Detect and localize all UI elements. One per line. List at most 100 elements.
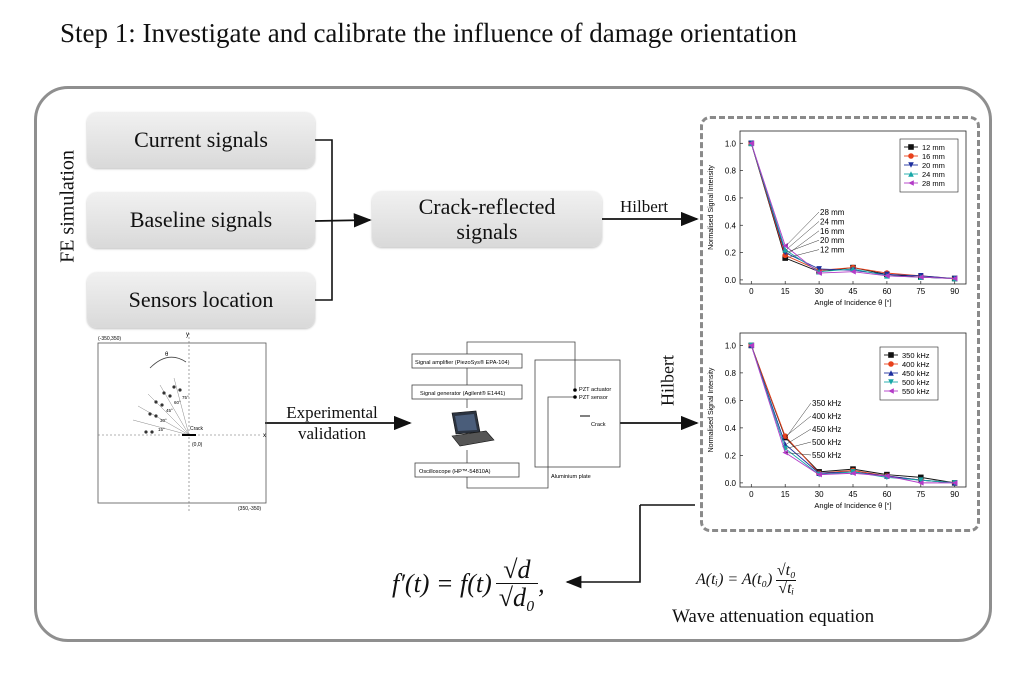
annotation-leader	[785, 230, 820, 256]
legend-label: 20 mm	[922, 161, 945, 170]
annotation-label: 12 mm	[820, 246, 845, 255]
annotation-leader	[785, 452, 812, 456]
data-point	[748, 140, 755, 147]
workflow-frame	[34, 86, 992, 642]
legend-label: 500 kHz	[902, 378, 930, 387]
amplifier-label: Signal amplifier (PiezoSys® EPA-104)	[415, 359, 510, 366]
data-point	[748, 342, 755, 349]
atten-eq-fraction: √t₀ √tᵢ	[776, 562, 797, 598]
annotation-label: 450 kHz	[812, 425, 841, 434]
legend-marker	[888, 370, 894, 376]
x-axis-label: x	[263, 433, 266, 439]
atten-eq-lhs: A(tᵢ) = A(t₀)	[696, 571, 773, 589]
x-tick-label: 45	[849, 287, 858, 296]
x-axis-title: Angle of Incidence θ [°]	[814, 298, 891, 307]
sensor-dot	[168, 394, 172, 398]
series-28-mm	[748, 140, 958, 282]
legend-label: 400 kHz	[902, 360, 930, 369]
annotation-label: 400 kHz	[812, 412, 841, 421]
annotation-leader	[785, 428, 812, 445]
annotation-label: 24 mm	[820, 217, 845, 226]
crack-reflected-line2: signals	[456, 219, 518, 244]
corner-top-left-label: (-350,350)	[98, 336, 121, 342]
x-tick-label: 30	[815, 287, 824, 296]
data-point	[782, 449, 788, 456]
oscilloscope-label: Oscilloscope (HP™-54810A)	[419, 469, 491, 475]
annotation-leader	[785, 441, 812, 449]
sensor-dot	[150, 430, 154, 434]
x-axis-title: Angle of Incidence θ [°]	[814, 501, 891, 510]
equation-arrow	[565, 505, 641, 589]
data-point	[884, 273, 890, 279]
results-frame	[700, 116, 980, 532]
annotation-label: 20 mm	[820, 236, 845, 245]
legend-label: 16 mm	[922, 152, 945, 161]
data-point	[918, 477, 924, 483]
data-point	[951, 275, 958, 282]
legend-marker	[888, 352, 894, 358]
annotation-leader	[785, 402, 812, 438]
y-axis-label: y	[186, 332, 189, 338]
x-tick-label: 75	[916, 287, 925, 296]
x-tick-label: 15	[781, 490, 790, 499]
y-tick-label: 0.0	[725, 276, 737, 285]
series-550-kHz	[748, 342, 958, 486]
crack-reflected-line1: Crack-reflected	[418, 193, 556, 219]
experimental-line1: Experimental	[286, 403, 378, 422]
data-point	[951, 480, 958, 486]
legend-marker	[908, 144, 914, 150]
baseline-signals-box: Baseline signals	[87, 192, 315, 248]
wire-actuator	[466, 341, 576, 388]
data-point	[918, 274, 924, 280]
y-tick-label: 0.6	[725, 194, 737, 203]
sensor-dot	[160, 403, 164, 407]
theta-arc	[149, 356, 187, 369]
actuator-dot	[573, 388, 577, 392]
sensor-dot	[162, 391, 166, 395]
data-point	[884, 473, 890, 479]
current-signals-box: Current signals	[87, 112, 315, 168]
legend-marker	[908, 180, 914, 186]
plate-outline	[97, 342, 267, 504]
data-point	[782, 242, 788, 249]
y-tick-label: 0.0	[725, 479, 737, 488]
annotation-leader	[785, 211, 820, 246]
attenuation-caption: Wave attenuation equation	[672, 606, 875, 627]
main-equation: f′(t) = f(t) √d √d₀ ,	[392, 556, 545, 612]
attenuation-equation: A(tᵢ) = A(t₀) √t₀ √tᵢ	[696, 562, 797, 598]
annotation-leader	[785, 221, 820, 251]
legend-label: 550 kHz	[902, 387, 930, 396]
angle-label-60: 60°	[174, 400, 181, 405]
corner-bottom-right-label: (350,-350)	[238, 506, 261, 512]
y-tick-label: 0.4	[725, 424, 737, 433]
legend-label: 24 mm	[922, 170, 945, 179]
legend-label: 350 kHz	[902, 351, 930, 360]
legend-marker	[888, 388, 894, 394]
x-tick-label: 0	[749, 490, 754, 499]
legend-marker	[888, 361, 894, 367]
sensor-dot	[154, 414, 158, 418]
y-tick-label: 0.6	[725, 396, 737, 405]
main-eq-lhs: f′(t) = f(t)	[392, 568, 492, 598]
sensor-dot	[148, 412, 152, 416]
experimental-validation-label: Experimental validation	[277, 402, 387, 445]
atten-eq-numerator: √t₀	[776, 562, 796, 579]
sensor-dot	[154, 400, 158, 404]
main-eq-denominator: √d₀	[495, 583, 539, 612]
experimental-line2: validation	[298, 424, 366, 444]
crack-setup-label: Crack	[591, 422, 606, 428]
aluminium-plate	[534, 359, 621, 468]
annotation-label: 550 kHz	[812, 451, 841, 460]
main-eq-fraction: √d √d₀	[495, 556, 539, 612]
angle-label-75: 75°	[182, 395, 189, 400]
y-tick-label: 0.2	[725, 249, 737, 258]
bracket-arrow	[314, 213, 372, 228]
crack-reflected-box: Crack-reflected signals	[372, 191, 602, 247]
angle-label-15: 15°	[158, 427, 165, 432]
sensor-label: PZT sensor	[579, 395, 608, 401]
data-point	[782, 247, 788, 253]
